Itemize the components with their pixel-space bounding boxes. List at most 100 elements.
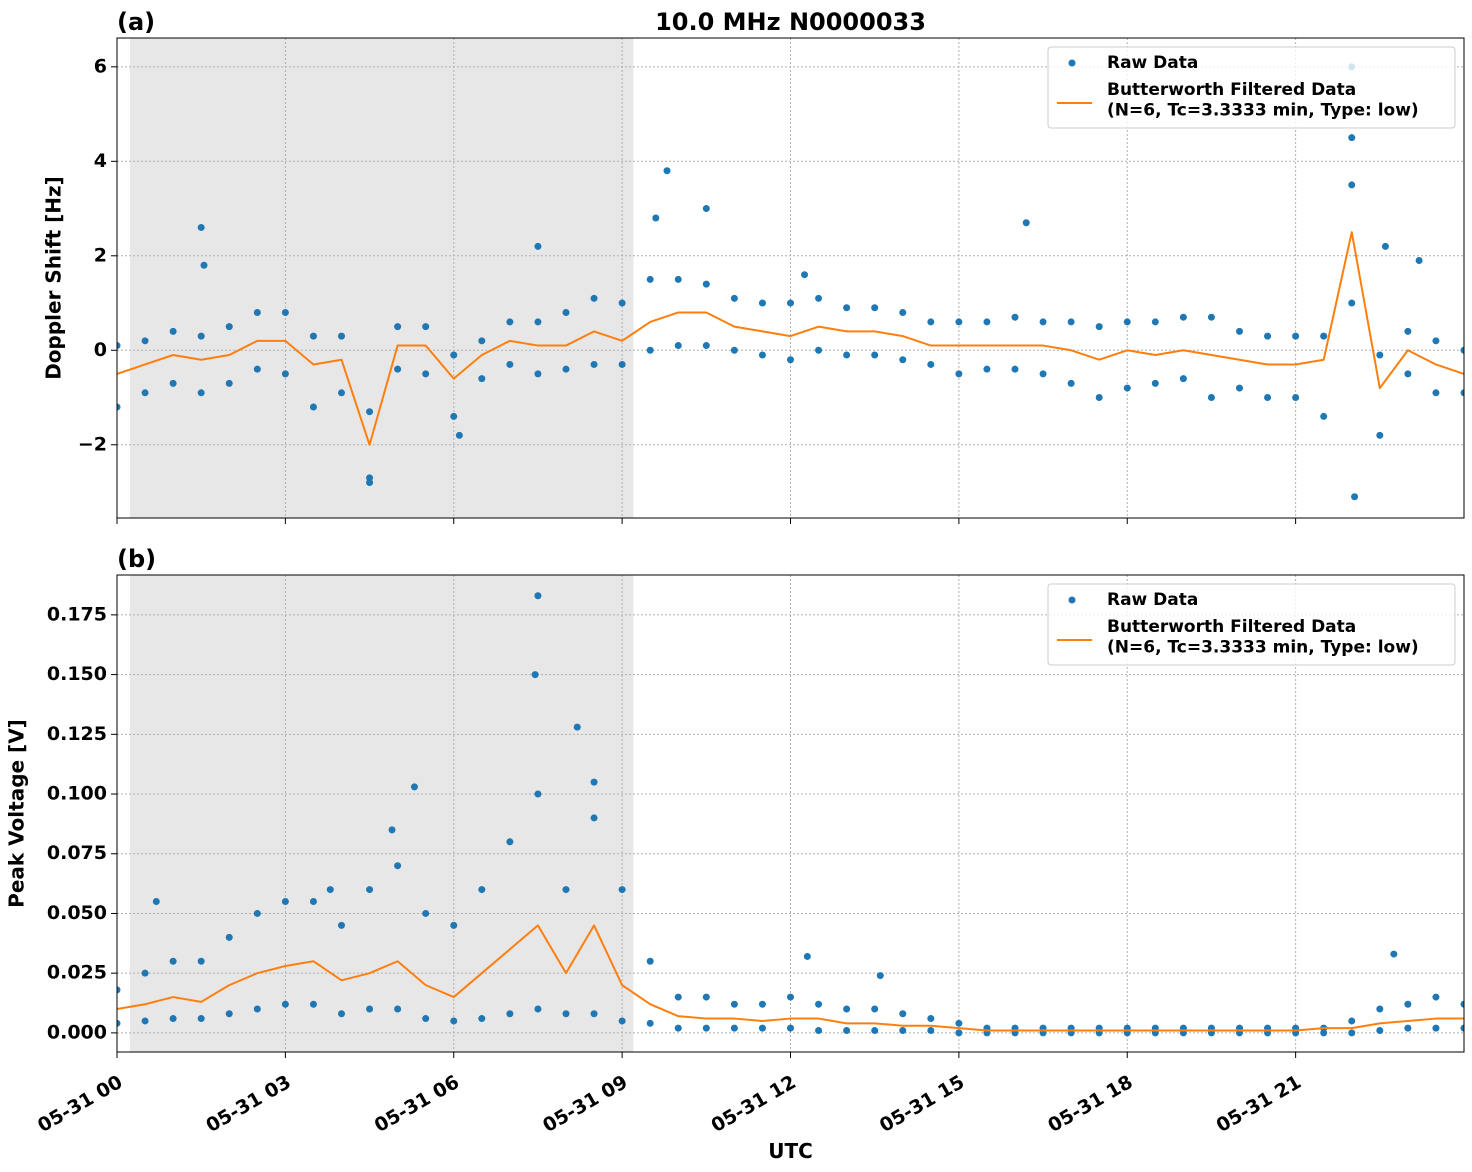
raw-point	[1376, 351, 1384, 359]
raw-point	[573, 723, 581, 731]
raw-point	[281, 898, 289, 906]
shaded-region	[129, 38, 634, 518]
raw-point	[281, 1000, 289, 1008]
raw-point	[1207, 394, 1215, 402]
x-tick-label: 05-31 12	[708, 1071, 800, 1137]
raw-point	[309, 332, 317, 340]
raw-point	[410, 783, 418, 791]
raw-point	[927, 1015, 935, 1023]
y-tick-label: 0.100	[47, 783, 107, 805]
raw-point	[843, 1005, 851, 1013]
raw-point	[169, 957, 177, 965]
legend-label: Butterworth Filtered Data (N=6, Tc=3.3333…	[1107, 617, 1419, 657]
raw-point	[927, 360, 935, 368]
raw-point	[876, 972, 884, 980]
raw-point	[1404, 370, 1412, 378]
raw-point	[197, 332, 205, 340]
y-tick-label: 0.175	[47, 603, 107, 625]
x-tick-label: 05-31 06	[371, 1071, 463, 1137]
raw-point	[253, 365, 261, 373]
x-tick-label: 05-31 03	[202, 1071, 294, 1137]
legend-marker	[1068, 59, 1076, 67]
raw-point	[309, 1000, 317, 1008]
raw-point	[366, 479, 374, 487]
raw-point	[1292, 332, 1300, 340]
raw-point	[1236, 327, 1243, 335]
raw-point	[646, 1019, 654, 1027]
raw-point	[983, 318, 991, 326]
raw-point	[562, 365, 570, 373]
raw-point	[117, 986, 121, 994]
raw-point	[843, 304, 851, 312]
raw-point	[1390, 950, 1398, 958]
raw-point	[117, 403, 121, 411]
raw-point	[422, 370, 430, 378]
raw-point	[562, 1010, 570, 1018]
legend-label: Butterworth Filtered Data (N=6, Tc=3.3333…	[1107, 80, 1419, 120]
y-tick-label: 6	[94, 55, 107, 77]
raw-point	[871, 304, 879, 312]
raw-point	[450, 921, 458, 929]
legend-label: Raw Data	[1107, 53, 1198, 73]
raw-point	[758, 1000, 766, 1008]
raw-point	[169, 327, 177, 335]
raw-point	[366, 886, 374, 894]
raw-point	[1351, 493, 1359, 501]
raw-point	[534, 1005, 542, 1013]
raw-point	[1460, 1000, 1464, 1008]
raw-point	[843, 351, 851, 359]
raw-point	[674, 1024, 682, 1032]
raw-point	[1067, 379, 1075, 387]
raw-point	[955, 1029, 963, 1037]
raw-point	[1415, 257, 1423, 265]
raw-point	[338, 921, 345, 929]
raw-point	[455, 431, 463, 439]
raw-point	[200, 261, 208, 269]
raw-point	[590, 814, 598, 822]
raw-point	[197, 957, 205, 965]
raw-point	[506, 318, 514, 326]
raw-point	[152, 898, 160, 906]
raw-point	[562, 886, 570, 894]
raw-point	[478, 1015, 486, 1023]
raw-point	[253, 909, 261, 917]
raw-point	[1011, 365, 1019, 373]
raw-point	[1011, 313, 1019, 321]
raw-point	[197, 1015, 205, 1023]
raw-point	[590, 1010, 598, 1018]
raw-point	[281, 308, 289, 316]
series	[117, 231, 1464, 446]
raw-point	[534, 242, 542, 250]
raw-point	[730, 294, 738, 302]
raw-point	[983, 365, 991, 373]
raw-point	[1022, 219, 1030, 227]
raw-point	[1432, 1024, 1440, 1032]
raw-point	[197, 223, 205, 231]
raw-point	[450, 351, 458, 359]
y-tick-label: 0.000	[47, 1021, 107, 1043]
raw-point	[674, 993, 682, 1001]
legend-box	[1047, 46, 1456, 129]
raw-point	[1151, 379, 1159, 387]
series	[117, 63, 1464, 501]
raw-point	[758, 1024, 766, 1032]
raw-point	[590, 294, 598, 302]
raw-point	[197, 389, 205, 397]
raw-point	[955, 1019, 963, 1027]
raw-point	[1067, 318, 1075, 326]
chart-title: 10.0 MHz N0000033	[655, 8, 926, 36]
legend-box	[1047, 583, 1456, 666]
raw-point	[815, 1027, 823, 1035]
raw-point	[1376, 431, 1384, 439]
y-tick-label: 0.075	[47, 842, 107, 864]
y-tick-label: 0	[94, 339, 107, 361]
raw-point	[366, 408, 374, 416]
raw-point	[1039, 370, 1047, 378]
raw-point	[803, 952, 811, 960]
raw-point	[422, 909, 430, 917]
raw-point	[1123, 384, 1131, 392]
y-tick-label: 0.050	[47, 902, 107, 924]
plot-frame	[116, 574, 1465, 1053]
raw-point	[562, 308, 570, 316]
